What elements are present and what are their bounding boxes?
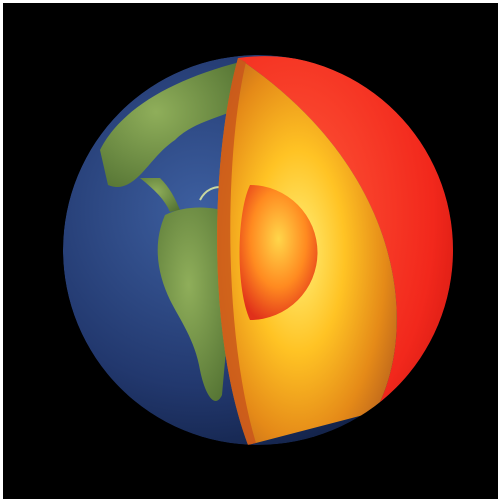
south-america [157, 207, 235, 401]
central-america [140, 178, 180, 212]
north-america [100, 62, 240, 187]
crust-edge [217, 58, 256, 445]
inner-core [239, 185, 318, 320]
mantle-surface [238, 56, 453, 412]
